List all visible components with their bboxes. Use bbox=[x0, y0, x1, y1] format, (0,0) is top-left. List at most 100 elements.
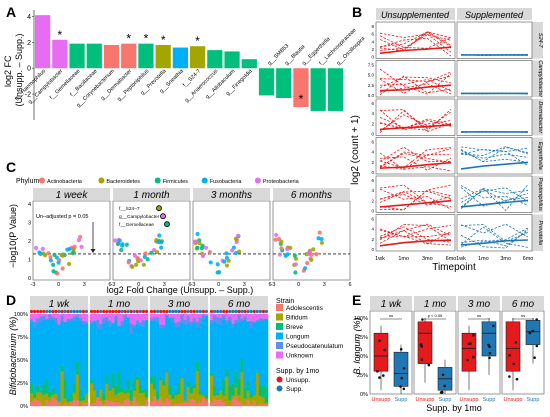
panel-d-bar-segment bbox=[243, 388, 247, 399]
panel-d-bar-segment bbox=[84, 402, 89, 407]
panel-c-point bbox=[33, 245, 39, 251]
panel-d-bar-segment bbox=[237, 322, 241, 379]
panel-a-ylabel: log2 FC (Unsupp. – Supp.) bbox=[3, 33, 24, 106]
panel-d-bar-segment bbox=[168, 384, 172, 395]
panel-d-bar-segment bbox=[117, 401, 121, 407]
panel-c-point bbox=[273, 237, 278, 242]
panel-d-supp-dot bbox=[171, 309, 175, 314]
panel-d-bar-segment bbox=[123, 399, 127, 407]
panel-d-bar-segment bbox=[141, 314, 146, 321]
panel-d-bar-segment bbox=[174, 327, 178, 392]
panel-a-significance-star: * bbox=[299, 92, 304, 106]
panel-d-bar-segment bbox=[261, 314, 266, 319]
panel-d-bar-segment bbox=[96, 396, 100, 398]
panel-d-bar-segment bbox=[51, 319, 55, 389]
panel-d-bar-segment bbox=[93, 388, 97, 391]
panel-e-sig-label: ns bbox=[521, 313, 525, 318]
panel-d-bar-segment bbox=[216, 323, 220, 393]
panel-d-bar-segment bbox=[195, 321, 200, 329]
panel-d-bar-segment bbox=[201, 397, 206, 407]
panel-a-bar bbox=[310, 68, 326, 111]
panel-d-supp-dot bbox=[141, 309, 146, 314]
panel-b-individual-line bbox=[379, 32, 452, 53]
panel-b-xtick: 3mo bbox=[500, 256, 511, 262]
panel-d-bar-segment bbox=[102, 317, 106, 324]
panel-b-ytick: 0 bbox=[371, 209, 374, 214]
panel-d-bar-segment bbox=[144, 319, 149, 321]
panel-d-bar-segment bbox=[117, 314, 121, 327]
panel-d-bar-segment bbox=[150, 320, 154, 377]
panel-d-bar-segment bbox=[57, 401, 61, 403]
panel-d-supp-dot bbox=[105, 309, 109, 314]
panel-d-bar-segment bbox=[30, 392, 34, 402]
panel-a-bar bbox=[327, 68, 343, 111]
panel-b-individual-line bbox=[379, 31, 452, 51]
panel-d-bar-segment bbox=[198, 390, 203, 395]
panel-d-bar-segment bbox=[255, 372, 260, 374]
panel-c-legend-label: Firmicutes bbox=[163, 179, 189, 185]
panel-c-point bbox=[76, 238, 82, 243]
panel-c-xtick: -3 bbox=[31, 282, 36, 288]
panel-c-xtick: 3 bbox=[83, 282, 86, 288]
panel-d-bar-segment bbox=[180, 314, 184, 315]
panel-d-bar-segment bbox=[108, 390, 112, 402]
panel-d-bar-segment bbox=[51, 388, 55, 396]
panel-d-bar-segment bbox=[45, 318, 49, 320]
panel-d-bar-segment bbox=[189, 393, 194, 400]
panel-d-bar-segment bbox=[84, 323, 89, 393]
panel-d-bar-segment bbox=[186, 314, 190, 317]
panel-d-legend-supp-swatch bbox=[276, 385, 283, 392]
panel-d-bar-segment bbox=[78, 389, 83, 402]
panel-d-bar-segment bbox=[243, 398, 247, 406]
panel-d-supp-dot bbox=[129, 309, 133, 314]
panel-e-point bbox=[400, 376, 404, 380]
panel-b-row-label: Campylobacter bbox=[537, 60, 543, 98]
panel-b-facet-frame bbox=[456, 60, 533, 98]
panel-d-supp-dot bbox=[192, 309, 196, 314]
panel-d-bar-segment bbox=[33, 400, 37, 407]
panel-e-box bbox=[417, 321, 433, 364]
panel-d-bar-segment bbox=[45, 393, 49, 401]
panel-b-mean-line bbox=[379, 239, 452, 247]
panel-d-bar-segment bbox=[69, 314, 74, 319]
panel-d-bar-segment bbox=[63, 314, 67, 322]
panel-c-taxon-label: f__Gemellaceae bbox=[119, 222, 154, 228]
panel-c-legend-label: Proteobacteria bbox=[263, 179, 300, 185]
panel-d-bar-segment bbox=[216, 395, 220, 401]
panel-c-legend-title: Phylum bbox=[16, 178, 40, 185]
panel-d-bar-segment bbox=[150, 314, 154, 319]
panel-d-bar-segment bbox=[66, 314, 70, 319]
panel-d-bar-segment bbox=[228, 314, 232, 317]
panel-d-bar-segment bbox=[195, 314, 200, 322]
panel-d-bar-segment bbox=[240, 314, 244, 319]
panel-d-facet-strip bbox=[150, 296, 208, 310]
panel-d-bar-segment bbox=[105, 383, 109, 400]
panel-e-point bbox=[514, 340, 518, 344]
panel-d-bar-segment bbox=[30, 319, 34, 322]
panel-b-individual-line bbox=[460, 226, 529, 248]
panel-d-supp-dot bbox=[261, 309, 266, 314]
panel-a-bar bbox=[86, 43, 102, 69]
panel-d-bar-segment bbox=[69, 401, 74, 407]
panel-d-bar-segment bbox=[66, 322, 70, 399]
panel-d-bar-segment bbox=[180, 322, 184, 378]
panel-d-bar-segment bbox=[135, 379, 140, 403]
panel-c-ytick: 3 bbox=[28, 221, 31, 227]
panel-b-ytick: 6 bbox=[371, 140, 374, 145]
panel-e-point bbox=[528, 331, 532, 335]
panel-d-bar-segment bbox=[186, 323, 190, 382]
panel-c-point bbox=[113, 238, 118, 243]
panel-d-bar-segment bbox=[102, 314, 106, 318]
panel-d-bar-segment bbox=[105, 320, 109, 377]
panel-c-point bbox=[207, 250, 212, 255]
panel-d-bar-segment bbox=[219, 399, 223, 407]
panel-d-bar-segment bbox=[150, 376, 154, 384]
panel-d-bar-segment bbox=[63, 403, 67, 407]
panel-d-bar-segment bbox=[258, 321, 263, 386]
panel-e-point bbox=[383, 348, 386, 352]
panel-d-bar-segment bbox=[255, 314, 260, 321]
panel-d-bar-segment bbox=[132, 396, 137, 407]
panel-d-bar-segment bbox=[192, 399, 197, 407]
panel-b-individual-line bbox=[460, 185, 529, 206]
panel-d-bar-segment bbox=[93, 402, 97, 407]
